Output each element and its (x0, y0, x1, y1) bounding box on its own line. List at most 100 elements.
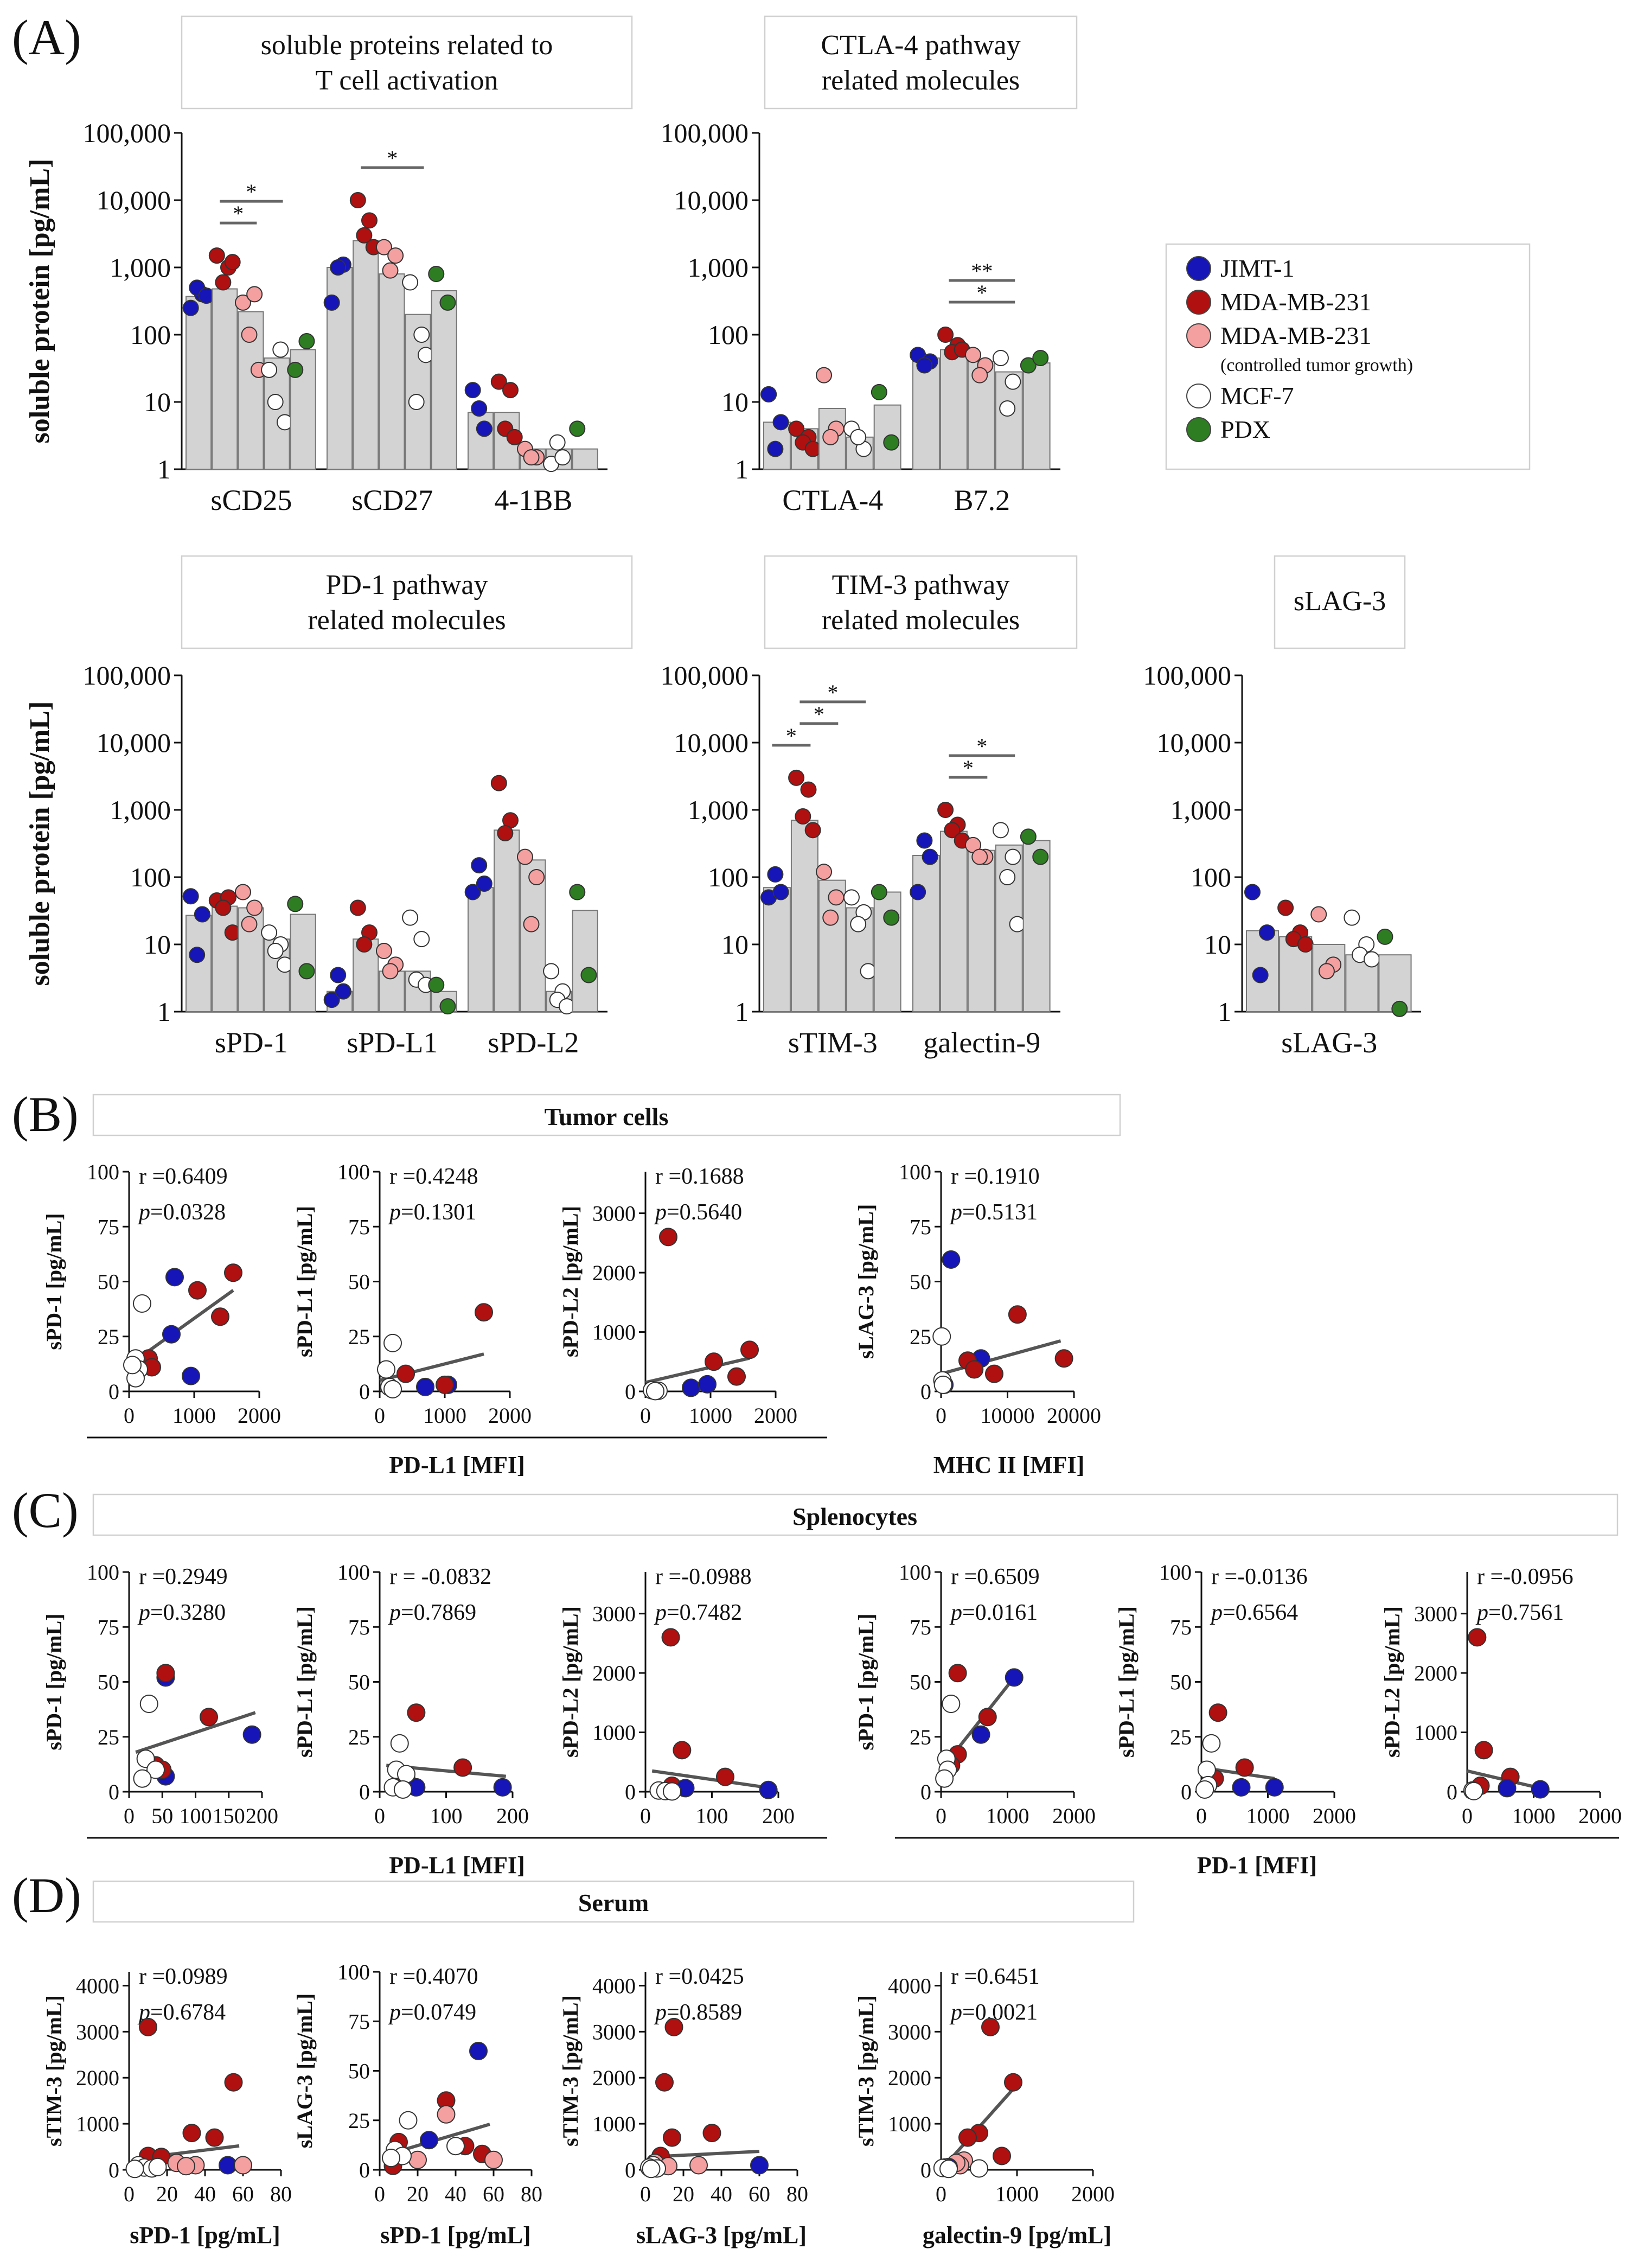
legend-label: PDX (1220, 416, 1270, 443)
p-symbol: p (388, 1200, 401, 1225)
scatter-point (682, 1378, 700, 1397)
y-tick-label: 100 (708, 320, 749, 350)
scatter-point (1195, 1780, 1214, 1799)
bar (967, 849, 995, 1012)
category-label: sPD-L1 (347, 1026, 438, 1059)
x-tick-label: 1000 (995, 2182, 1039, 2206)
y-tick-label: 4000 (888, 1973, 931, 1998)
category-label: sCD27 (351, 484, 433, 516)
data-point (1009, 916, 1026, 932)
data-point (189, 947, 206, 963)
x-tick-label: 200 (762, 1804, 795, 1828)
p-number: =0.5131 (962, 1200, 1038, 1225)
p-number: =0.0328 (150, 1200, 226, 1225)
chart-title: T cell activation (316, 65, 498, 96)
data-point (224, 254, 241, 271)
panel-label-b: (B) (12, 1087, 79, 1142)
y-tick-label: 100,000 (83, 660, 171, 691)
p-symbol: p (654, 1200, 667, 1225)
y-tick-label: 100 (87, 1560, 119, 1585)
y-tick-label: 50 (1170, 1670, 1192, 1695)
scatter-point (453, 1758, 472, 1777)
y-tick-label: 10 (721, 929, 749, 960)
p-value: p=0.6564 (1210, 1600, 1298, 1625)
legend-label: MDA-MB-231 (1220, 322, 1372, 349)
scatter-point (165, 1268, 184, 1287)
y-tick-label: 100 (337, 1560, 370, 1585)
scatter-point (663, 2128, 681, 2147)
y-tick-label: 75 (98, 1615, 119, 1639)
bar (1022, 362, 1051, 470)
data-point (215, 274, 232, 291)
bar (468, 887, 494, 1013)
scatter-point (469, 2042, 488, 2060)
x-axis-label: sPD-1 [pg/mL] (380, 2222, 530, 2248)
data-point (528, 869, 545, 885)
regression-line (941, 1339, 1061, 1376)
y-tick-label: 1,000 (110, 252, 171, 283)
data-point (569, 420, 586, 437)
section-box-tumor (92, 1094, 1121, 1136)
chart-title: soluble proteins related to (261, 30, 553, 61)
data-point (822, 429, 839, 445)
y-tick-label: 100 (899, 1560, 931, 1585)
y-tick-label: 1 (1218, 996, 1231, 1027)
x-tick-label: 40 (711, 2182, 732, 2206)
p-number: =0.7561 (1488, 1600, 1564, 1625)
data-point (428, 266, 445, 283)
data-point (800, 781, 817, 798)
scatter-point (416, 1377, 434, 1396)
y-tick-label: 1 (735, 996, 749, 1027)
scatter-point (1265, 1778, 1284, 1797)
data-point (850, 429, 867, 445)
scatter-point (1468, 1628, 1487, 1647)
y-tick-label: 50 (98, 1270, 119, 1294)
data-point (971, 848, 988, 865)
data-point (497, 825, 514, 842)
chart-title: PD-1 pathway (326, 570, 488, 600)
data-point (1277, 899, 1294, 916)
scatter-plot-D3: 0 1000 2000 3000 4000 0 20 40 60 80 sTIM-3 [pg/mL]… (558, 1964, 808, 2248)
data-point (788, 769, 805, 786)
data-point (999, 869, 1016, 885)
scatter-point (971, 1725, 990, 1744)
data-point (335, 983, 351, 1000)
section-title-splenocytes: Splenocytes (792, 1503, 917, 1530)
scatter-point (1208, 1703, 1227, 1722)
bar (912, 855, 940, 1012)
data-point (375, 943, 392, 960)
category-label: sPD-L2 (488, 1026, 579, 1059)
scatter-point (935, 1769, 954, 1788)
data-point (1258, 924, 1275, 941)
scatter-point (399, 2111, 418, 2130)
y-tick-label: 100 (1191, 862, 1231, 892)
scatter-point (948, 1664, 967, 1683)
scatter-plot-D1: 0 1000 2000 3000 4000 0 20 40 60 80 sTIM-3 [pg/mL]… (42, 1964, 292, 2248)
y-axis-label: sPD-L2 [pg/mL] (558, 1206, 583, 1357)
y-tick-label: 4000 (76, 1973, 119, 1998)
data-point (1032, 848, 1049, 865)
y-tick-label: 2000 (1414, 1661, 1457, 1685)
data-point (788, 420, 805, 437)
scatter-point (177, 2157, 195, 2176)
category-label: sTIM-3 (788, 1026, 878, 1059)
y-tick-label: 75 (348, 1215, 370, 1239)
scatter-point (156, 1664, 175, 1683)
data-point (246, 286, 263, 303)
scatter-point (446, 2137, 465, 2156)
x-tick-label: 80 (786, 2182, 808, 2206)
p-symbol: p (388, 1600, 401, 1625)
y-tick-label: 75 (98, 1215, 119, 1239)
group-label-c-right: PD-1 [MFI] (1197, 1852, 1317, 1879)
data-point (298, 963, 315, 980)
scatter-point (1202, 1734, 1221, 1753)
x-tick-label: 1000 (986, 1804, 1029, 1828)
correlation-r: r =0.4248 (389, 1164, 478, 1189)
x-tick-label: 60 (232, 2182, 254, 2206)
x-tick-label: 0 (1196, 1804, 1207, 1828)
data-point (999, 400, 1016, 417)
group-label-b-right: MHC II [MFI] (933, 1452, 1085, 1478)
legend-swatch (1186, 384, 1211, 408)
